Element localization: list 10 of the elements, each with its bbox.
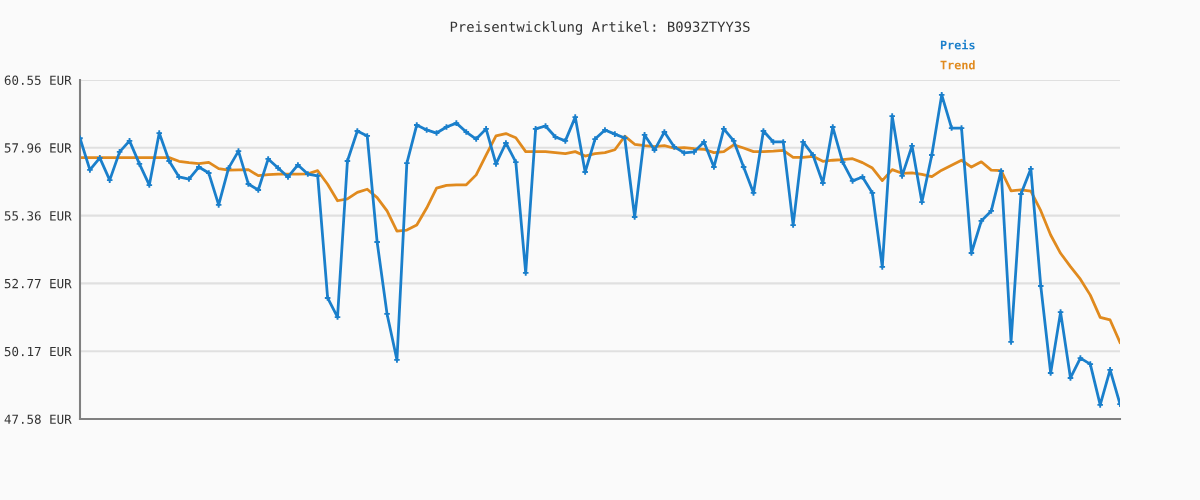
y-tick-label: 50.17 EUR	[4, 346, 72, 357]
text: Preis	[940, 39, 975, 50]
y-tick-label: 52.77 EUR	[4, 278, 72, 289]
y-tick-label: 47.58 EUR	[4, 414, 72, 424]
y-tick-label: 60.55 EUR	[4, 75, 72, 85]
y-tick-label: 55.36 EUR	[4, 211, 72, 221]
text: Trend	[940, 60, 975, 70]
line-series	[80, 132, 1120, 344]
y-tick-label: 57.96 EUR	[4, 143, 72, 153]
chart-title: Preisentwicklung Artikel: B093ZTYY3S	[450, 21, 750, 35]
